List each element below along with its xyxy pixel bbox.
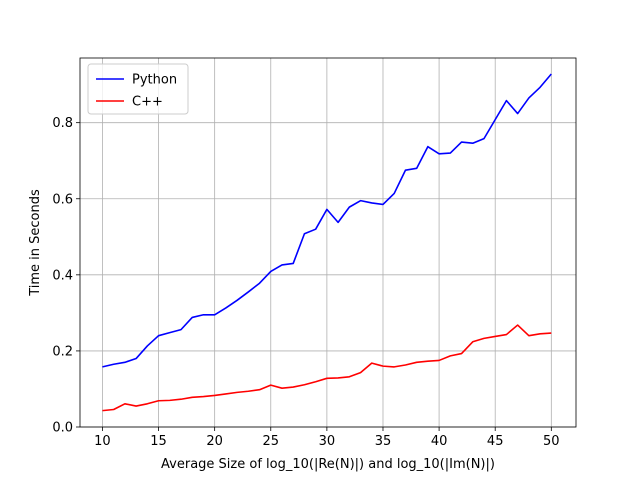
- legend: Python C++: [87, 63, 189, 115]
- x-tick-label: 10: [94, 434, 111, 449]
- series-line-c-: [102, 324, 552, 412]
- x-tick-label: 50: [543, 434, 560, 449]
- y-tick-label: 0.2: [52, 344, 73, 359]
- x-tick-label: 15: [150, 434, 167, 449]
- x-tick-label: 45: [487, 434, 504, 449]
- y-tick-label: 0.0: [52, 421, 73, 436]
- x-tick-label: 30: [319, 434, 336, 449]
- series-line-python: [102, 73, 552, 368]
- y-tick-label: 0.6: [52, 192, 73, 207]
- series-layer: [102, 73, 552, 412]
- x-axis-label: Average Size of log_10(|Re(N)|) and log_…: [161, 457, 495, 472]
- legend-label: Python: [132, 73, 177, 88]
- x-tick-label: 35: [375, 434, 392, 449]
- plot-frame: [79, 57, 577, 428]
- x-tick-label: 25: [262, 434, 279, 449]
- x-tick-label: 20: [206, 434, 223, 449]
- x-tick-label: 40: [431, 434, 448, 449]
- y-tick-label: 0.8: [52, 116, 73, 131]
- y-axis-label: Time in Seconds: [28, 189, 43, 297]
- legend-label: C++: [132, 95, 163, 110]
- axis-ticks: 10 15 20 25 30 35 40 45 50 0.0 0.2 0.4 0.6 0.8: [52, 116, 559, 449]
- y-tick-label: 0.4: [52, 268, 73, 283]
